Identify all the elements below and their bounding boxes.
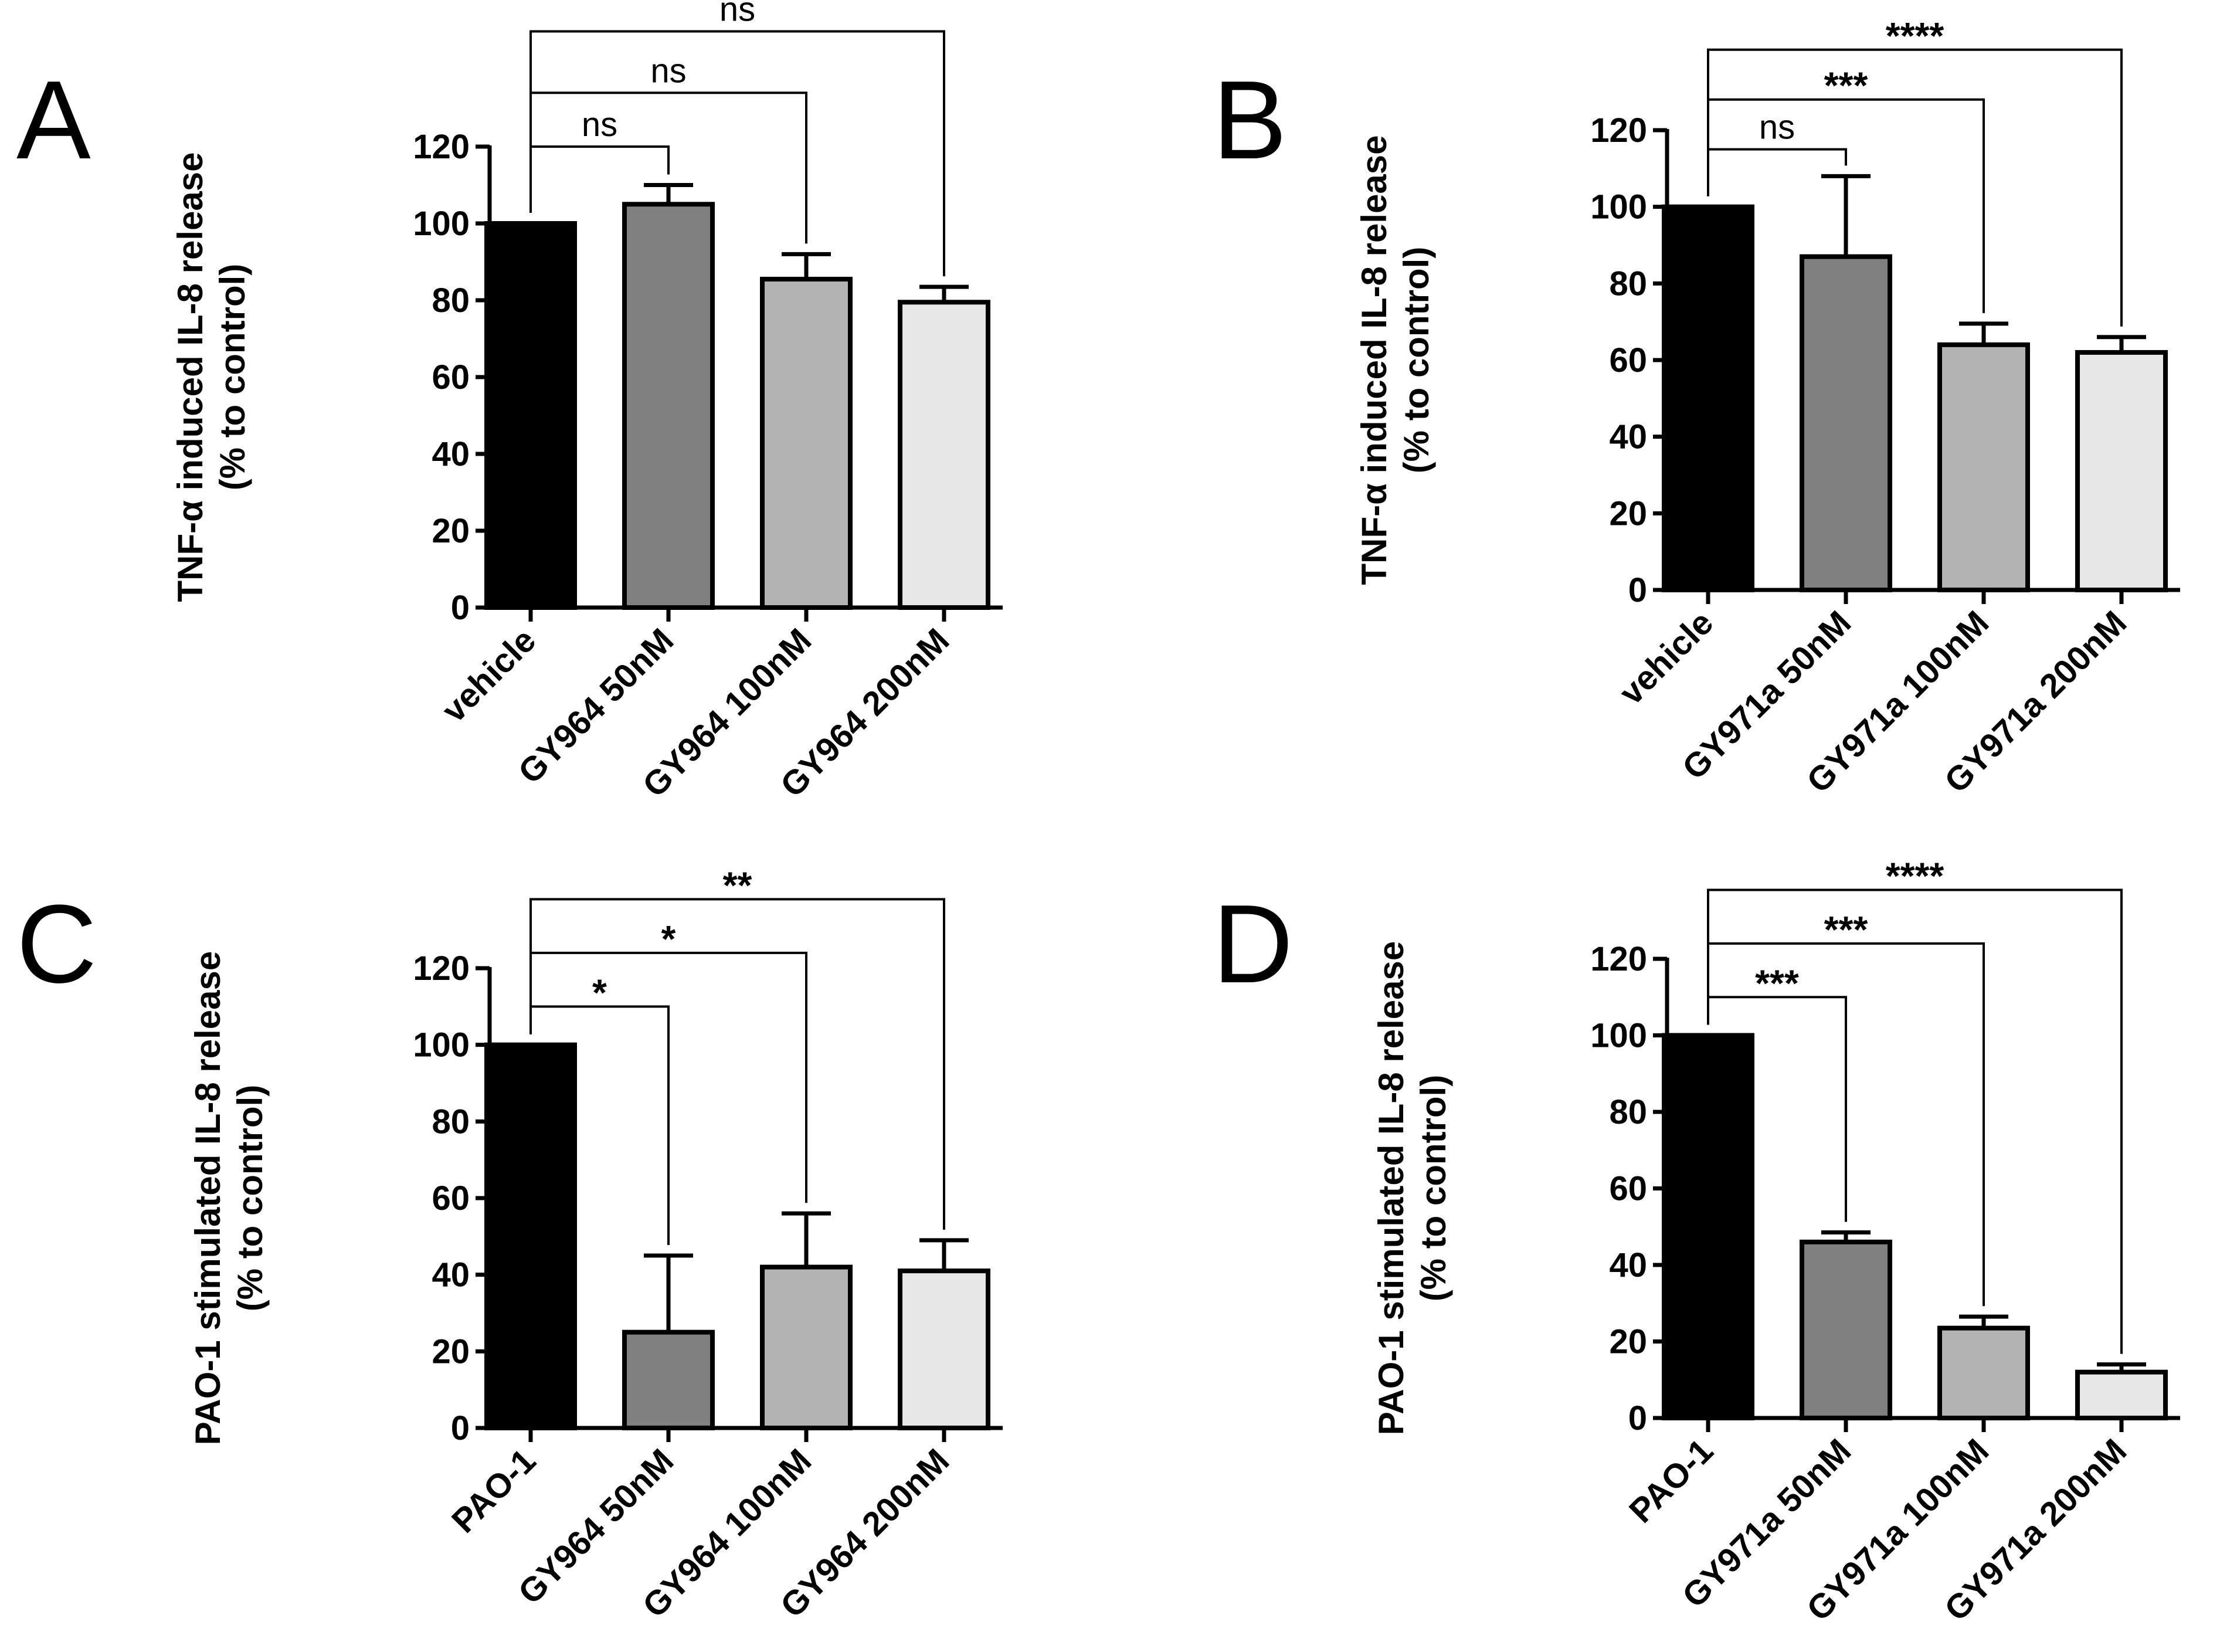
significance-label: * [592, 971, 607, 1013]
y-tick-label: 60 [432, 1179, 470, 1217]
bar [484, 1042, 577, 1430]
panel-letter: B [1213, 58, 1287, 182]
bar [622, 1329, 715, 1431]
significance-label: ** [723, 864, 752, 906]
y-tick-label: 60 [1609, 1170, 1647, 1208]
significance-label: ns [650, 52, 686, 90]
y-tick-label: 120 [1590, 111, 1647, 150]
y-tick-label: 80 [432, 1103, 470, 1141]
y-tick-label: 100 [1590, 1017, 1647, 1055]
significance-label: **** [1886, 855, 1944, 897]
significance-label: *** [1755, 962, 1799, 1004]
significance-bracket [1707, 148, 1847, 196]
bar [2075, 350, 2168, 593]
significance-label: * [661, 918, 676, 960]
significance-label: ns [719, 0, 755, 29]
bar [1937, 1325, 2030, 1421]
y-tick-label: 80 [1609, 1093, 1647, 1131]
bar [760, 1264, 853, 1431]
y-tick-label: 80 [1609, 264, 1647, 303]
significance-label: *** [1824, 65, 1868, 107]
significance-bracket [1707, 888, 2123, 1354]
significance-label: ns [582, 106, 617, 144]
y-tick-label: 60 [432, 358, 470, 396]
y-tick-label: 60 [1609, 341, 1647, 379]
bar [622, 202, 715, 610]
panel-B: B TNF-α induced IL-8 release(% to control… [1213, 15, 2180, 800]
significance-bracket [529, 30, 945, 277]
y-axis-title: TNF-α induced IL-8 release(% to control) [1355, 135, 1436, 585]
y-tick-label: 20 [1609, 494, 1647, 532]
y-axis-title: PAO-1 stimulated IL-8 release(% to contr… [1372, 941, 1453, 1436]
significance-label: *** [1824, 908, 1868, 951]
x-tick-label: vehicle [434, 621, 543, 730]
bar [484, 221, 577, 610]
y-tick-label: 120 [413, 949, 470, 988]
y-tick-label: 0 [1628, 1399, 1647, 1437]
y-tick-label: 40 [1609, 1246, 1647, 1284]
panel-D: D PAO-1 stimulated IL-8 release(% to cont… [1213, 855, 2180, 1629]
y-tick-label: 20 [432, 1332, 470, 1371]
significance-label: ns [1759, 108, 1795, 147]
y-tick-label: 100 [413, 205, 470, 243]
y-tick-label: 40 [432, 1256, 470, 1294]
significance-bracket [529, 898, 945, 1230]
y-tick-label: 20 [1609, 1323, 1647, 1361]
panel-A: A TNF-α induced IL-8 release(% to control… [16, 0, 1003, 805]
y-tick-label: 0 [451, 589, 470, 627]
y-tick-label: 120 [1590, 940, 1647, 978]
y-tick-label: 20 [432, 512, 470, 550]
bar [2075, 1369, 2168, 1420]
panel-letter: D [1213, 882, 1293, 1006]
y-tick-label: 100 [1590, 188, 1647, 226]
bar [898, 1268, 990, 1430]
bar [1662, 1033, 1754, 1420]
y-tick-label: 40 [432, 435, 470, 473]
y-axis-title: TNF-α induced IL-8 release(% to control) [171, 152, 252, 602]
y-tick-label: 120 [413, 128, 470, 166]
significance-bracket [1707, 48, 2123, 327]
panel-letter: C [16, 882, 97, 1006]
panel-letter: A [16, 58, 91, 182]
y-tick-label: 40 [1609, 418, 1647, 456]
y-tick-label: 80 [432, 281, 470, 320]
x-tick-label: PAO-1 [1622, 1431, 1720, 1530]
y-tick-label: 100 [413, 1026, 470, 1064]
x-tick-label: vehicle [1612, 603, 1720, 712]
y-tick-label: 0 [451, 1409, 470, 1447]
bar [898, 300, 990, 610]
bar [1937, 342, 2030, 592]
significance-label: **** [1886, 15, 1944, 57]
bar [760, 276, 853, 610]
x-tick-label: PAO-1 [444, 1441, 543, 1540]
y-tick-label: 0 [1628, 571, 1647, 609]
y-axis-title: PAO-1 stimulated IL-8 release(% to contr… [188, 951, 270, 1446]
bar [1800, 1239, 1892, 1421]
panel-C: C PAO-1 stimulated IL-8 release(% to cont… [16, 864, 1003, 1625]
bar [1800, 254, 1892, 593]
bar [1662, 204, 1754, 592]
